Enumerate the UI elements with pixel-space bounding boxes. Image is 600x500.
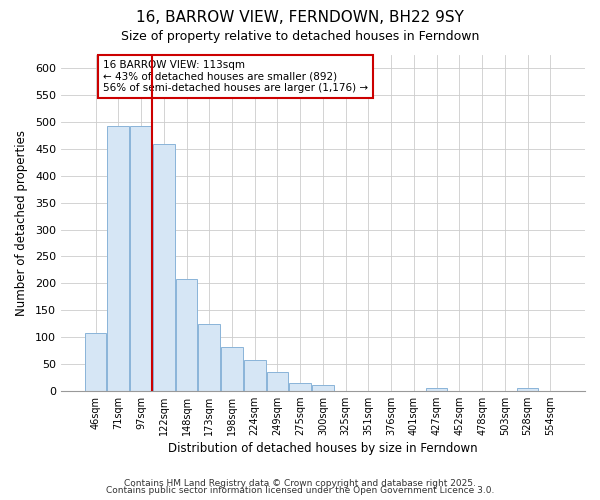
Text: 16 BARROW VIEW: 113sqm
← 43% of detached houses are smaller (892)
56% of semi-de: 16 BARROW VIEW: 113sqm ← 43% of detached… bbox=[103, 60, 368, 93]
Text: Contains public sector information licensed under the Open Government Licence 3.: Contains public sector information licen… bbox=[106, 486, 494, 495]
Bar bbox=[107, 126, 129, 390]
Bar bbox=[153, 144, 175, 390]
Bar bbox=[244, 360, 266, 390]
Bar bbox=[289, 382, 311, 390]
Text: 16, BARROW VIEW, FERNDOWN, BH22 9SY: 16, BARROW VIEW, FERNDOWN, BH22 9SY bbox=[136, 10, 464, 25]
Bar bbox=[221, 346, 243, 391]
Text: Size of property relative to detached houses in Ferndown: Size of property relative to detached ho… bbox=[121, 30, 479, 43]
Bar bbox=[176, 279, 197, 390]
Bar bbox=[426, 388, 448, 390]
Text: Contains HM Land Registry data © Crown copyright and database right 2025.: Contains HM Land Registry data © Crown c… bbox=[124, 478, 476, 488]
Bar bbox=[85, 333, 106, 390]
Bar bbox=[199, 324, 220, 390]
Bar bbox=[517, 388, 538, 390]
Bar bbox=[266, 372, 288, 390]
X-axis label: Distribution of detached houses by size in Ferndown: Distribution of detached houses by size … bbox=[168, 442, 478, 455]
Bar bbox=[312, 386, 334, 390]
Bar bbox=[130, 126, 152, 390]
Y-axis label: Number of detached properties: Number of detached properties bbox=[15, 130, 28, 316]
